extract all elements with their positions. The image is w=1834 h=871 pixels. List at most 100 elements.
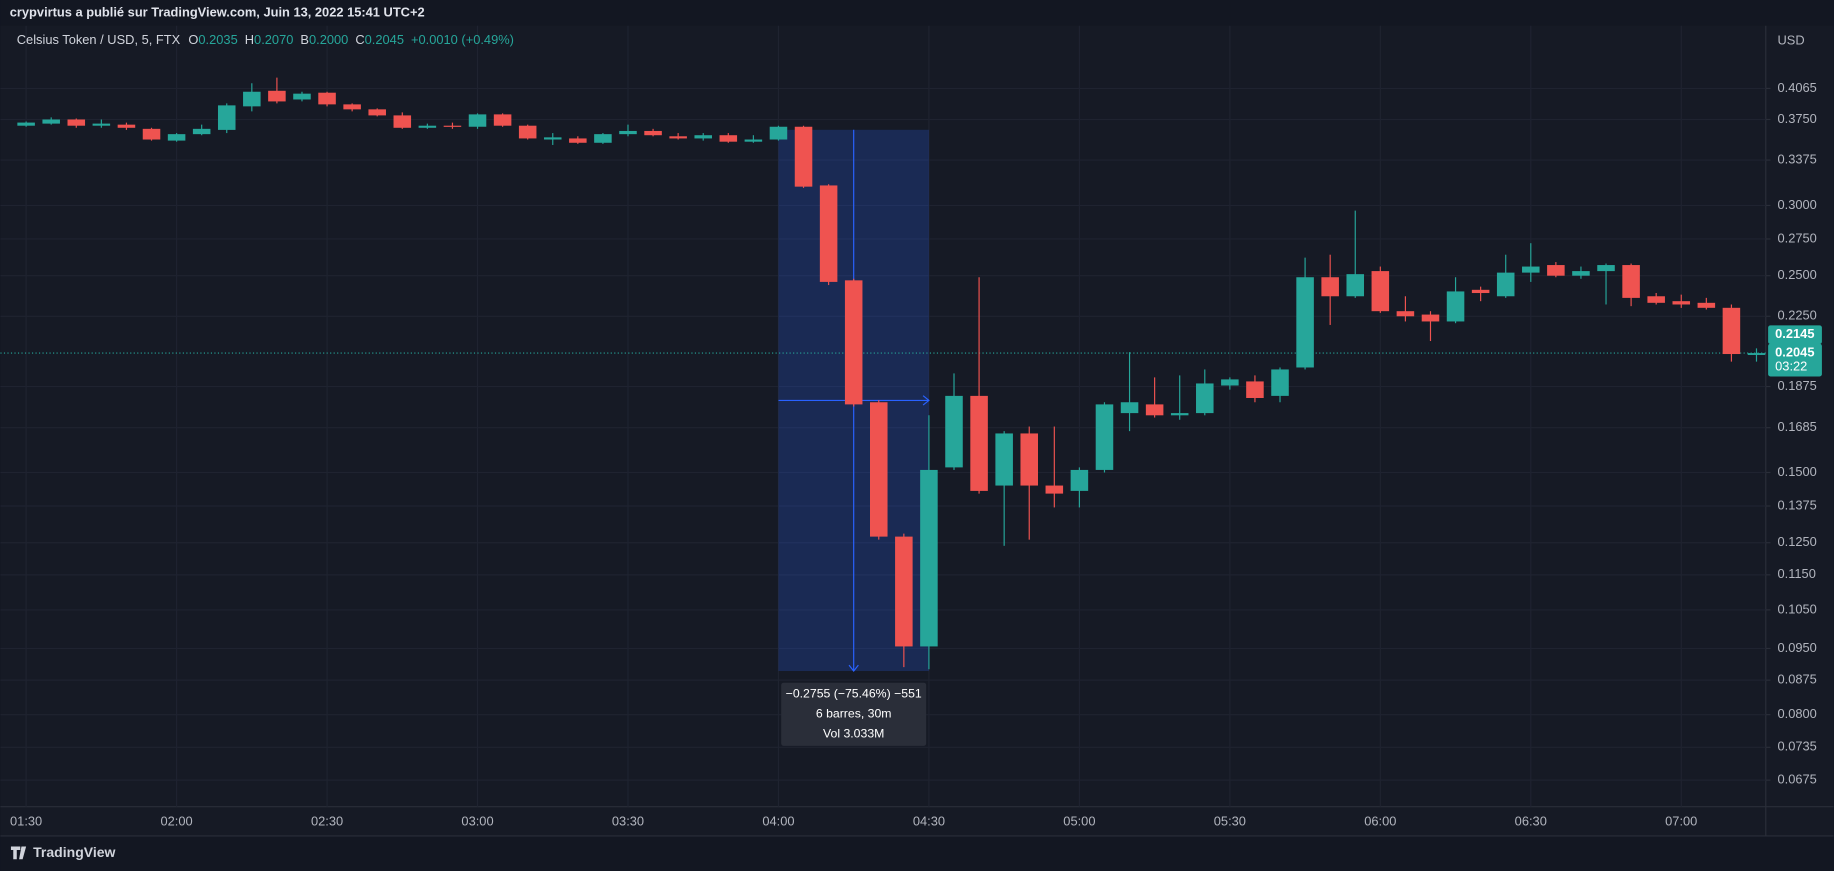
candle-body (594, 134, 612, 143)
ohlc-key: H (245, 32, 254, 47)
candle-body (543, 137, 562, 140)
candle-body (293, 93, 311, 100)
candle-body (844, 280, 863, 405)
candle-body (1321, 277, 1339, 297)
candle-body (1597, 265, 1615, 272)
mark-price-box (1768, 325, 1822, 345)
x-tick-label: 03:30 (612, 813, 644, 828)
brand-name: TradingView (33, 844, 115, 860)
candle-body (243, 91, 261, 107)
x-tick-label: 01:30 (10, 813, 42, 828)
candle-body (42, 119, 60, 124)
candle-body (1045, 485, 1064, 494)
candle-body (694, 135, 712, 139)
candle-body (1196, 383, 1214, 414)
y-tick-label: 0.1150 (1777, 566, 1815, 581)
last-price-box (1768, 343, 1822, 377)
x-tick-label: 04:00 (762, 813, 794, 828)
y-tick-label: 0.3750 (1777, 111, 1816, 126)
x-tick-label: 07:00 (1665, 813, 1697, 828)
y-tick-label: 0.0735 (1777, 739, 1816, 754)
candle-body (1170, 413, 1189, 416)
candle-body (192, 128, 211, 135)
x-tick-label: 04:30 (913, 813, 945, 828)
measure-label-box (781, 682, 927, 746)
candle-body (443, 125, 462, 127)
candle-body (1396, 311, 1415, 317)
candle-body (1095, 404, 1114, 470)
x-tick-label: 06:30 (1515, 813, 1547, 828)
candle-body (1697, 302, 1716, 308)
x-tick-label: 05:00 (1063, 813, 1095, 828)
candle-body (870, 402, 888, 537)
x-tick-label: 06:00 (1364, 813, 1396, 828)
candle-body (1296, 277, 1314, 368)
candle-body (1647, 296, 1665, 303)
candle-body (945, 395, 963, 468)
candle-body (995, 433, 1013, 486)
candle-body (794, 126, 813, 187)
brand-logo (10, 846, 27, 860)
candle-body (669, 136, 687, 139)
candle-body (17, 122, 35, 126)
candle-body (1070, 469, 1089, 491)
measure-label: 6 barres, 30m (816, 706, 892, 720)
candle-body (1747, 353, 1766, 355)
last-price-label: 0.2045 (1775, 344, 1814, 359)
y-tick-label: 0.1685 (1777, 419, 1816, 434)
measure-label: −0.2755 (−75.46%) −551 (786, 687, 922, 701)
y-tick-label: 0.0800 (1777, 706, 1816, 721)
candle-body (1622, 265, 1640, 298)
candle-body (920, 469, 938, 647)
y-tick-label: 0.1050 (1777, 601, 1816, 616)
candle-body (970, 395, 988, 491)
currency-label: USD (1777, 32, 1804, 47)
candle-body (167, 134, 186, 141)
candle-body (142, 128, 161, 140)
candle-body (744, 139, 763, 142)
x-tick-label: 02:00 (160, 813, 192, 828)
y-tick-label: 0.0675 (1777, 772, 1816, 787)
candle-body (1346, 274, 1365, 297)
candle-body (92, 123, 111, 126)
y-tick-label: 0.1500 (1777, 464, 1816, 479)
candle-body (1572, 271, 1590, 276)
candle-body (1120, 402, 1139, 414)
ohlc-value: 0.2035 (198, 32, 237, 47)
candle-body (819, 185, 838, 282)
measure-h-head (922, 395, 930, 406)
candle-body (393, 115, 412, 128)
candle-body (1547, 265, 1565, 276)
y-tick-label: 0.1375 (1777, 497, 1816, 512)
candle-body (518, 125, 537, 139)
candle-body (268, 90, 286, 102)
candle-body (1672, 301, 1691, 305)
publisher-line: crypvirtus a publié sur TradingView.com,… (10, 4, 425, 19)
candle-body (895, 536, 913, 647)
y-tick-label: 0.2250 (1777, 308, 1816, 323)
ohlc-value: 0.2070 (254, 32, 293, 47)
candle-body (343, 104, 361, 110)
candle-body (468, 114, 487, 127)
brand: TradingView (10, 844, 116, 860)
candle-body (719, 135, 738, 142)
candle-body (493, 114, 512, 126)
y-tick-label: 0.4065 (1777, 80, 1816, 95)
x-tick-label: 02:30 (311, 813, 343, 828)
change: +0.0010 (+0.49%) (411, 32, 514, 47)
candle-body (1722, 307, 1741, 355)
candle-body (67, 119, 86, 126)
candles (17, 77, 1766, 670)
y-tick-label: 0.2750 (1777, 230, 1816, 245)
candle-body (217, 105, 236, 130)
x-tick-label: 03:00 (461, 813, 493, 828)
candle-body (1371, 271, 1390, 312)
y-tick-label: 0.0875 (1777, 672, 1816, 687)
candle-body (1271, 369, 1289, 396)
symbol-name: Celsius Token / USD, 5, FTX (17, 32, 181, 47)
candle-body (117, 124, 136, 128)
measure-tool: −0.2755 (−75.46%) −551 6 barres, 30m Vol 3… (778, 129, 930, 746)
countdown-label: 03:22 (1775, 359, 1807, 374)
